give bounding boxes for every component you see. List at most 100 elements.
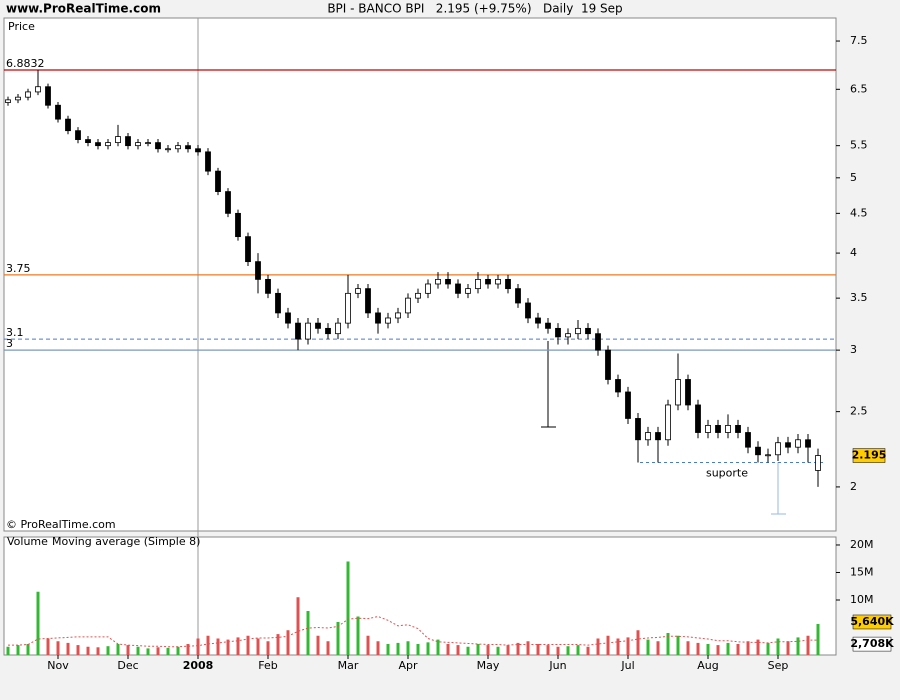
volume-bar [326, 641, 330, 655]
candle-body [615, 379, 621, 393]
volume-bar [526, 641, 530, 655]
y-tick-label: 2.5 [850, 405, 868, 418]
volume-bar [506, 645, 510, 655]
volume-bar [46, 638, 50, 655]
candle-body [425, 283, 431, 294]
volume-bar [246, 635, 250, 655]
candle-body [175, 145, 181, 150]
candle-body [735, 425, 741, 433]
volume-bar [666, 632, 670, 655]
volume-bar [566, 646, 570, 655]
volume-bar [26, 643, 30, 655]
candle-body [235, 212, 241, 238]
candle-body [355, 288, 361, 294]
candle-body [305, 322, 311, 340]
volume-bar [216, 638, 220, 655]
candle-body [345, 292, 351, 324]
candle-body [365, 288, 371, 314]
candle-body [745, 432, 751, 448]
candle-body [785, 442, 791, 448]
candle-body [165, 148, 171, 151]
candle-body [715, 425, 721, 433]
legend-entry: Moving average (Simple 8) [52, 535, 200, 548]
y-tick-label: 3 [850, 343, 857, 356]
volume-bar [266, 641, 270, 655]
volume-bar [36, 591, 40, 655]
volume-bar [276, 634, 280, 655]
candle-body [675, 379, 681, 406]
volume-bar [516, 642, 520, 655]
candle-body [5, 99, 11, 103]
volume-bar [96, 647, 100, 655]
x-tick-label: Sep [768, 659, 789, 672]
volume-bar [446, 643, 450, 655]
volume-bar [296, 597, 300, 655]
last-price: 2.195 [852, 449, 887, 462]
volume-bar [436, 639, 440, 655]
candle-body [185, 145, 191, 150]
volume-bar [766, 642, 770, 655]
candle-body [455, 283, 461, 294]
volume-bar [536, 643, 540, 655]
candle-body [285, 312, 291, 324]
volume-bar [16, 645, 20, 655]
candle-body [135, 142, 141, 147]
level-label: 3 [6, 337, 13, 350]
candle-body [55, 104, 61, 120]
volume-bar [456, 645, 460, 655]
y-tick-label: 5 [850, 171, 857, 184]
volume-bar [716, 645, 720, 655]
volume-bar [396, 642, 400, 655]
volume-bar [166, 647, 170, 655]
y-tick-label: 5.5 [850, 139, 868, 152]
candle-body [75, 130, 81, 140]
volume-bar [136, 646, 140, 655]
volume-bar [176, 646, 180, 655]
volume-bar [346, 561, 350, 655]
volume-bar [86, 646, 90, 655]
candle-body [515, 288, 521, 304]
site: www.ProRealTime.com [6, 2, 161, 16]
candle-body [545, 322, 551, 329]
volume-bar [406, 641, 410, 655]
candle-body [585, 327, 591, 335]
candle-body [385, 317, 391, 324]
volume-bar [256, 638, 260, 655]
candle-body [665, 404, 671, 441]
volume-bar [106, 646, 110, 655]
level-label: 3.1 [6, 326, 24, 339]
last-volume-label: 2,708K [850, 637, 894, 650]
volume-bar [736, 643, 740, 655]
volume-bar [226, 639, 230, 655]
candle-body [45, 86, 51, 106]
volume-bar [356, 616, 360, 655]
volume-bar [656, 641, 660, 655]
volume-bar [126, 645, 130, 655]
volume-bar [636, 630, 640, 655]
copyright: © ProRealTime.com [6, 518, 116, 531]
x-tick-label: Aug [697, 659, 718, 672]
volume-bar [816, 623, 820, 655]
volume-bar [56, 641, 60, 655]
x-tick-label: Nov [47, 659, 69, 672]
volume-bar [616, 638, 620, 655]
volume-bar [706, 643, 710, 655]
x-tick-label: Jul [620, 659, 634, 672]
last-volume-label: 5,640K [850, 615, 894, 628]
candle-body [635, 418, 641, 441]
level-label: 3.75 [6, 262, 31, 275]
y-tick-label: 7.5 [850, 34, 868, 47]
candle-body [765, 454, 771, 457]
x-tick-label: 2008 [183, 659, 214, 672]
volume-bar [696, 642, 700, 655]
candle-body [405, 297, 411, 314]
volume-bar [206, 635, 210, 655]
volume-bar [66, 642, 70, 655]
candle-body [485, 278, 491, 285]
candle-body [245, 236, 251, 263]
volume-bar [306, 610, 310, 655]
volume-bar [426, 642, 430, 655]
candle-body [85, 139, 91, 144]
candle-body [655, 432, 661, 441]
